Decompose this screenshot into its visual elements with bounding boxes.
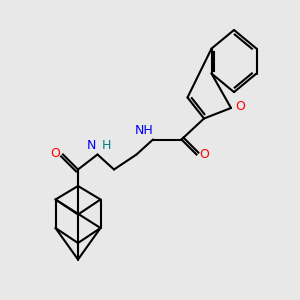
Text: O: O (235, 100, 245, 113)
Text: NH: NH (134, 124, 153, 137)
Text: H: H (102, 139, 111, 152)
Text: N: N (87, 139, 96, 152)
Text: O: O (200, 148, 209, 161)
Text: O: O (50, 146, 60, 160)
